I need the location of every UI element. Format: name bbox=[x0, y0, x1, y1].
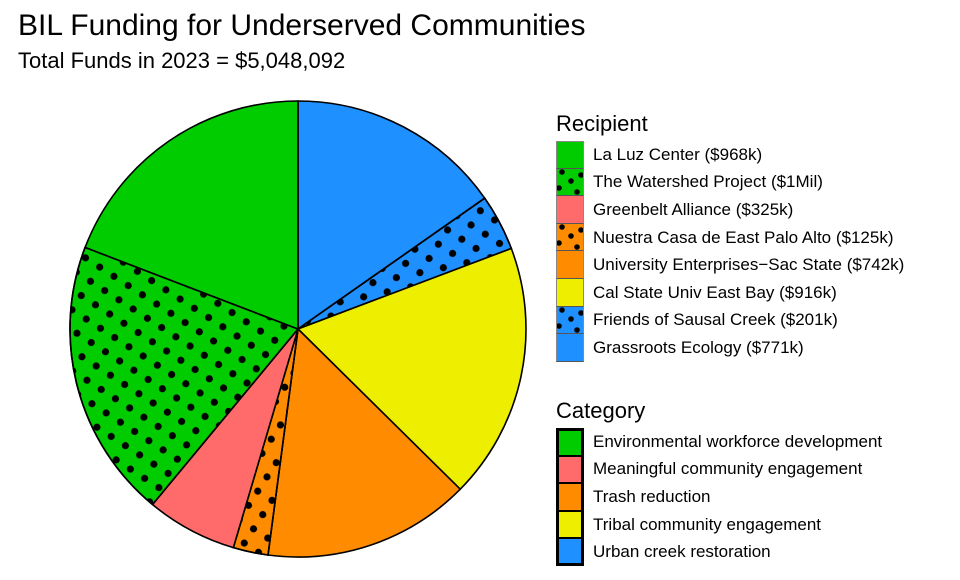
dot-pattern-icon bbox=[557, 168, 583, 195]
recipient-legend-label: Grassroots Ecology ($771k) bbox=[593, 337, 804, 357]
category-legend-item: Urban creek restoration bbox=[556, 538, 882, 566]
recipient-legend-item: Grassroots Ecology ($771k) bbox=[556, 334, 904, 362]
chart-subtitle: Total Funds in 2023 = $5,048,092 bbox=[18, 48, 346, 73]
recipient-legend-item: Friends of Sausal Creek ($201k) bbox=[556, 306, 904, 335]
recipient-legend-label: The Watershed Project ($1Mil) bbox=[593, 172, 823, 192]
recipient-legend-label: Friends of Sausal Creek ($201k) bbox=[593, 310, 838, 330]
category-legend-item: Environmental workforce development bbox=[556, 428, 882, 456]
legend-swatch-icon bbox=[556, 428, 584, 456]
legend-swatch-icon bbox=[556, 510, 584, 539]
dot-pattern-icon bbox=[557, 306, 583, 333]
legend-swatch-icon bbox=[556, 538, 584, 566]
category-legend-item: Tribal community engagement bbox=[556, 510, 882, 539]
pie-chart bbox=[69, 100, 527, 558]
recipient-legend-item: Greenbelt Alliance ($325k) bbox=[556, 196, 904, 224]
category-legend-title: Category bbox=[556, 398, 646, 423]
recipient-legend-label: Greenbelt Alliance ($325k) bbox=[593, 199, 794, 219]
legend-swatch-icon bbox=[556, 168, 584, 197]
pie-slice-dot-pattern bbox=[69, 246, 300, 506]
legend-swatch-icon bbox=[556, 196, 584, 224]
recipient-legend-label: La Luz Center ($968k) bbox=[593, 144, 763, 164]
legend-swatch-icon bbox=[556, 223, 584, 252]
legend-swatch-icon bbox=[556, 334, 584, 362]
legend-swatch-icon bbox=[556, 306, 584, 335]
category-legend: Category Environmental workforce develop… bbox=[556, 398, 882, 566]
category-legend-item: Meaningful community engagement bbox=[556, 455, 882, 484]
recipient-legend-item: The Watershed Project ($1Mil) bbox=[556, 168, 904, 197]
category-legend-label: Environmental workforce development bbox=[593, 431, 883, 451]
chart-title: BIL Funding for Underserved Communities bbox=[18, 9, 586, 42]
pie-slice-cal-state-univ-east-bay bbox=[296, 247, 527, 491]
recipient-legend-label: University Enterprises−Sac State ($742k) bbox=[593, 255, 905, 275]
pie-slice-university-enterprises-sac-state bbox=[267, 327, 462, 558]
category-legend-label: Meaningful community engagement bbox=[593, 459, 863, 479]
category-legend-label: Trash reduction bbox=[593, 486, 711, 506]
recipient-legend-item: La Luz Center ($968k) bbox=[556, 141, 904, 169]
legend-swatch-icon bbox=[556, 455, 584, 484]
legend-swatch-icon bbox=[556, 483, 584, 511]
recipient-legend-item: University Enterprises−Sac State ($742k) bbox=[556, 251, 904, 279]
pie-slice-grassroots-ecology bbox=[297, 100, 486, 331]
legend-swatch-icon bbox=[556, 251, 584, 279]
recipient-legend-label: Cal State Univ East Bay ($916k) bbox=[593, 282, 837, 302]
category-legend-label: Urban creek restoration bbox=[593, 542, 771, 562]
pie-slice-la-luz-center bbox=[84, 100, 299, 331]
dot-pattern-icon bbox=[557, 223, 583, 250]
category-legend-item: Trash reduction bbox=[556, 483, 882, 511]
legend-swatch-icon bbox=[556, 278, 584, 307]
recipient-legend-title: Recipient bbox=[556, 111, 648, 136]
recipient-legend-item: Nuestra Casa de East Palo Alto ($125k) bbox=[556, 223, 904, 252]
recipient-legend-label: Nuestra Casa de East Palo Alto ($125k) bbox=[593, 227, 894, 247]
legend-swatch-icon bbox=[556, 141, 584, 169]
recipient-legend-item: Cal State Univ East Bay ($916k) bbox=[556, 278, 904, 307]
recipient-legend: Recipient La Luz Center ($968k) The Water… bbox=[556, 111, 904, 362]
category-legend-label: Tribal community engagement bbox=[593, 514, 822, 534]
